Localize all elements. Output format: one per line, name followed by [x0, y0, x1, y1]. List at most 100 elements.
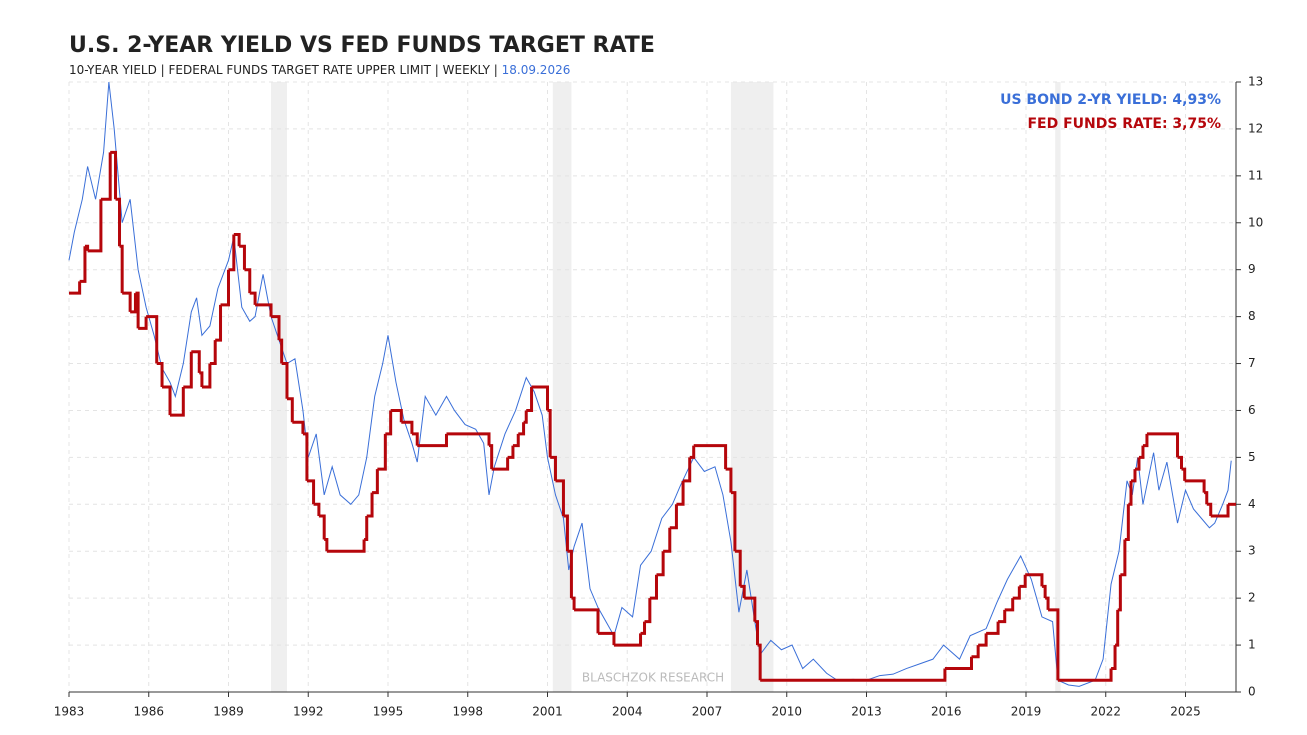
rate-step [215, 304, 223, 342]
rate-step [1045, 596, 1050, 610]
x-tick-label: 1983 [54, 705, 85, 719]
rate-step [220, 269, 230, 307]
rate-step [1041, 584, 1047, 599]
rate-step [156, 362, 164, 387]
rate-step [491, 457, 510, 471]
recession-band [730, 82, 774, 692]
rate-step [523, 410, 528, 424]
rate-step [87, 199, 103, 253]
rate-step [512, 433, 520, 448]
rate-step [518, 422, 526, 436]
rate-step [239, 244, 246, 270]
rate-step [669, 504, 678, 530]
rate-step [998, 609, 1007, 624]
rate-step [401, 420, 414, 434]
rate-step [135, 291, 140, 329]
rate-step [1128, 480, 1133, 506]
rate-step [110, 150, 118, 200]
rate-step [725, 467, 733, 493]
rate-step [563, 514, 569, 552]
rate-step [986, 621, 1000, 635]
x-tick-label: 2010 [771, 705, 802, 719]
rate-step [1115, 609, 1120, 647]
rate-step [306, 479, 316, 505]
y-tick-label: 13 [1248, 75, 1263, 89]
rate-step [567, 549, 573, 599]
y-tick-label: 1 [1248, 638, 1256, 652]
rate-step [244, 268, 252, 294]
y-tick-label: 12 [1248, 121, 1263, 135]
rate-step [191, 350, 201, 373]
recession-band [552, 82, 572, 692]
x-tick-label: 2025 [1170, 705, 1201, 719]
legend-entry: FED FUNDS RATE: 3,75% [1027, 116, 1221, 132]
rate-step [531, 385, 549, 411]
rate-step [689, 445, 696, 459]
rate-step [324, 538, 329, 552]
rate-step [162, 385, 172, 416]
rate-step [730, 491, 737, 552]
rate-step [547, 408, 552, 458]
legend-entry: US BOND 2-YR YIELD: 4,93% [1000, 92, 1221, 108]
rate-step [1025, 573, 1044, 587]
rate-step [302, 432, 309, 481]
rate-step [84, 244, 90, 251]
rate-step [279, 338, 284, 364]
rate-step [550, 455, 557, 481]
rate-step [138, 316, 148, 330]
rate-step [183, 351, 193, 389]
rate-step [119, 244, 124, 294]
rate-step [734, 549, 742, 587]
rate-step [326, 539, 366, 553]
rate-step [372, 469, 379, 495]
rate-step [79, 246, 87, 283]
rate-step [1057, 668, 1113, 682]
rate-step [757, 643, 762, 681]
rate-step [555, 479, 565, 517]
rate-step [598, 631, 616, 646]
y-tick-label: 6 [1248, 403, 1256, 417]
subtitle-text: 10-YEAR YIELD | FEDERAL FUNDS TARGET RAT… [69, 63, 498, 77]
rate-step [489, 444, 494, 470]
rate-step [366, 492, 374, 518]
rate-step [1206, 502, 1213, 517]
x-tick-label: 1989 [213, 705, 244, 719]
x-tick-label: 2016 [931, 705, 962, 719]
rate-step [1012, 586, 1021, 600]
y-tick-label: 2 [1248, 591, 1256, 605]
rate-step [1204, 491, 1209, 505]
x-tick-label: 1986 [133, 705, 164, 719]
rate-step [693, 444, 728, 470]
rate-step [292, 420, 305, 434]
recession-band [1055, 82, 1061, 692]
rate-step [1048, 608, 1060, 681]
rate-step [385, 410, 393, 436]
y-tick-label: 5 [1248, 450, 1256, 464]
rate-step [199, 371, 204, 387]
rate-step [377, 433, 387, 471]
rate-step [1019, 574, 1027, 588]
recession-band [271, 82, 287, 692]
rate-step [640, 621, 647, 635]
x-tick-label: 1992 [293, 705, 324, 719]
x-tick-label: 2001 [532, 705, 563, 719]
rate-step [115, 197, 122, 247]
rate-step [170, 387, 185, 417]
rate-step [233, 233, 241, 247]
yield-line [68, 81, 1232, 687]
rate-step [209, 340, 217, 366]
rate-step [411, 432, 419, 446]
x-tick-label: 2022 [1090, 705, 1121, 719]
x-tick-label: 2007 [692, 705, 723, 719]
rate-step [122, 291, 132, 312]
chart-title: U.S. 2-YEAR YIELD VS FED FUNDS TARGET RA… [69, 33, 655, 58]
rate-step [683, 457, 692, 483]
rate-step [228, 234, 236, 272]
rate-step [318, 514, 326, 540]
rate-step [313, 502, 321, 517]
rate-step [1004, 598, 1015, 612]
y-tick-label: 9 [1248, 262, 1256, 276]
rate-step [201, 363, 212, 389]
rate-step [1120, 539, 1127, 577]
